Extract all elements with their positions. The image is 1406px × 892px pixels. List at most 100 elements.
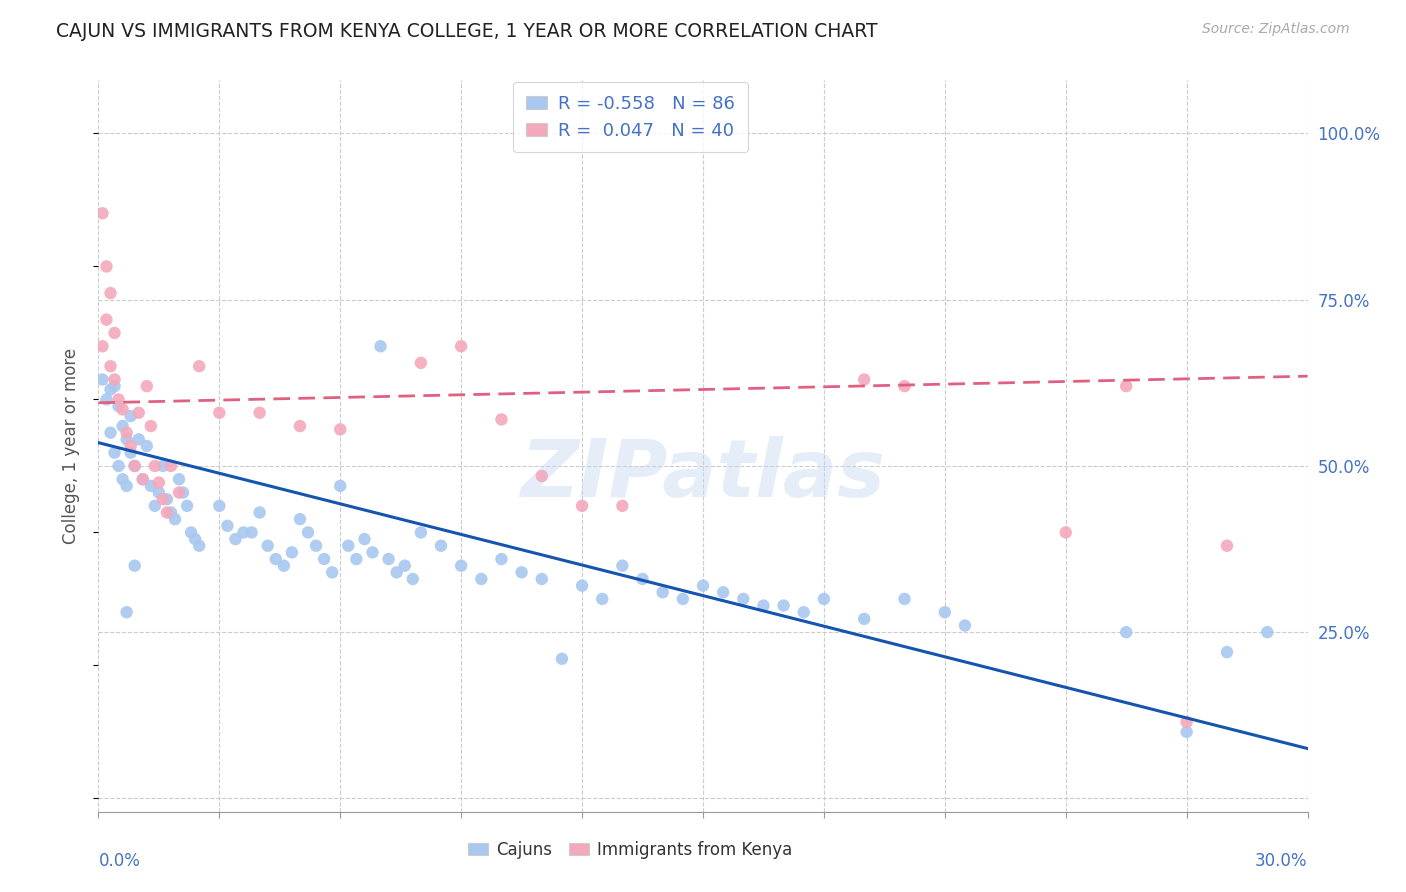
Point [711,585,734,599]
Point [107,392,129,407]
Point [530,469,553,483]
Point [329,422,352,436]
Point [591,591,613,606]
Point [612,558,634,573]
Point [176,499,198,513]
Point [156,492,179,507]
Point [91,339,114,353]
Point [208,406,231,420]
Point [120,445,142,459]
Point [160,506,183,520]
Point [132,472,155,486]
Point [733,591,755,606]
Point [813,591,835,606]
Point [208,499,231,513]
Point [124,458,146,473]
Point [510,566,533,580]
Point [772,599,794,613]
Point [180,525,202,540]
Point [631,572,654,586]
Point [752,599,775,613]
Point [314,552,336,566]
Point [402,572,425,586]
Point [953,618,976,632]
Point [409,525,432,540]
Point [100,286,122,301]
Point [893,379,915,393]
Text: 0.0%: 0.0% [98,852,141,870]
Point [163,512,186,526]
Text: ZIPatlas: ZIPatlas [520,436,886,515]
Point [571,579,593,593]
Point [139,419,162,434]
Point [160,458,183,473]
Point [115,425,138,440]
Point [793,605,815,619]
Point [148,475,170,490]
Point [96,392,118,407]
Point [385,566,408,580]
Point [470,572,492,586]
Point [934,605,956,619]
Point [551,652,574,666]
Point [91,372,114,386]
Point [103,445,125,459]
Point [120,439,142,453]
Point [288,419,311,434]
Point [1256,625,1278,640]
Point [1115,625,1137,640]
Point [1115,379,1137,393]
Point [394,558,416,573]
Point [172,485,194,500]
Point [111,472,134,486]
Point [96,312,118,326]
Point [100,383,122,397]
Point [450,339,472,353]
Point [167,485,190,500]
Point [321,566,343,580]
Point [361,545,384,559]
Point [256,539,278,553]
Point [143,499,166,513]
Point [1175,714,1198,729]
Text: CAJUN VS IMMIGRANTS FROM KENYA COLLEGE, 1 YEAR OR MORE CORRELATION CHART: CAJUN VS IMMIGRANTS FROM KENYA COLLEGE, … [56,22,877,41]
Point [377,552,399,566]
Point [1175,725,1198,739]
Point [184,532,207,546]
Point [273,558,295,573]
Point [188,539,211,553]
Point [135,379,157,393]
Point [103,326,125,340]
Point [103,379,125,393]
Point [1054,525,1077,540]
Point [120,409,142,423]
Point [672,591,695,606]
Point [249,406,271,420]
Point [96,260,118,274]
Point [893,591,915,606]
Point [344,552,367,566]
Point [1216,645,1239,659]
Point [188,359,211,374]
Point [491,552,513,566]
Point [143,458,166,473]
Point [224,532,246,546]
Point [571,499,593,513]
Text: 30.0%: 30.0% [1256,852,1308,870]
Point [297,525,319,540]
Point [430,539,453,553]
Point [337,539,360,553]
Point [167,472,190,486]
Point [1216,539,1239,553]
Point [651,585,673,599]
Point [107,458,129,473]
Y-axis label: College, 1 year or more: College, 1 year or more [62,348,80,544]
Point [139,479,162,493]
Point [115,479,138,493]
Point [692,579,714,593]
Point [409,356,432,370]
Point [612,499,634,513]
Point [264,552,287,566]
Point [530,572,553,586]
Point [91,206,114,220]
